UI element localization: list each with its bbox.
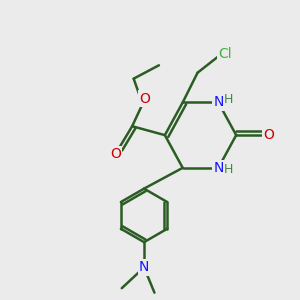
Text: N: N (213, 95, 224, 110)
Text: Cl: Cl (218, 47, 232, 61)
Text: O: O (140, 92, 150, 106)
Text: H: H (224, 93, 233, 106)
Text: O: O (110, 148, 121, 161)
Text: N: N (213, 161, 224, 175)
Text: N: N (139, 260, 149, 274)
Text: O: O (263, 128, 274, 142)
Text: H: H (224, 163, 233, 176)
